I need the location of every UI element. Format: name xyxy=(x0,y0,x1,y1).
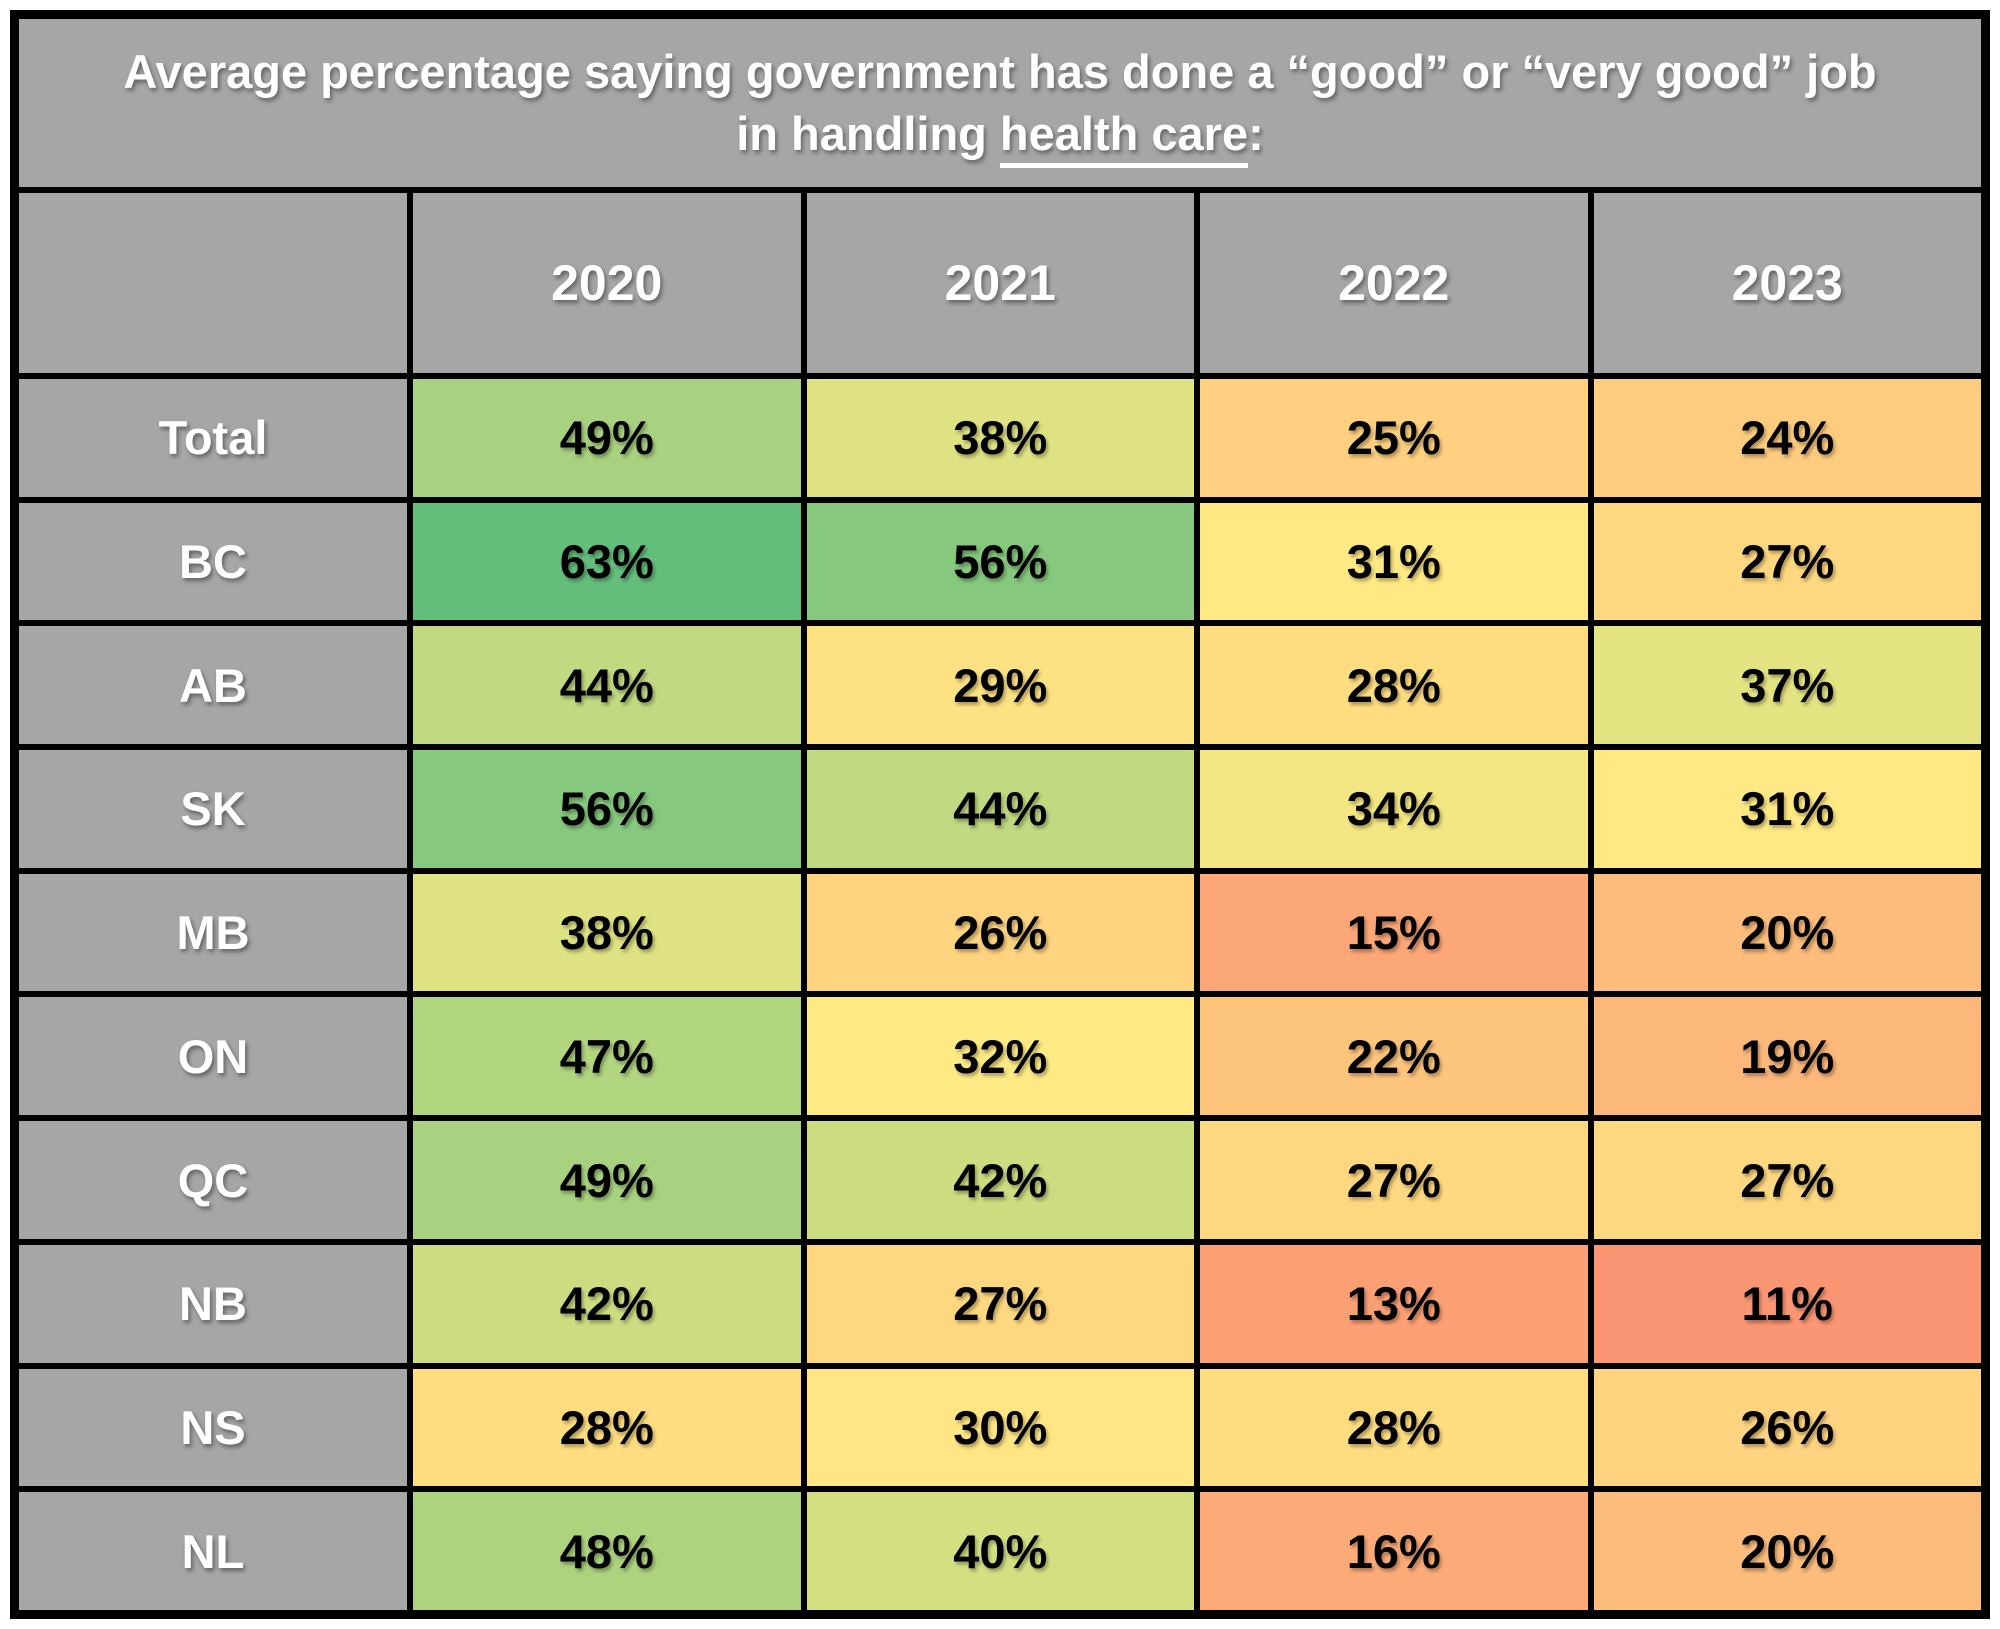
year-header-2023: 2023 xyxy=(1593,193,1981,373)
value-cell-sk-2022: 34% xyxy=(1200,750,1588,868)
value-cell-nl-2020: 48% xyxy=(413,1492,801,1610)
value-cell-ab-2021: 29% xyxy=(806,626,1194,745)
row-label-nb: NB xyxy=(19,1244,407,1363)
value-cell-sk-2021: 44% xyxy=(806,750,1194,868)
value-cell-nl-2022: 16% xyxy=(1200,1492,1588,1610)
table-title-text: Average percentage saying government has… xyxy=(115,41,1885,168)
title-suffix: : xyxy=(1248,107,1264,160)
heatmap-table: Average percentage saying government has… xyxy=(10,10,1990,1619)
value-cell-total-2021: 38% xyxy=(806,379,1194,497)
row-label-ab: AB xyxy=(19,626,407,745)
row-label-on: ON xyxy=(19,997,407,1116)
value-cell-nb-2021: 27% xyxy=(806,1244,1194,1363)
value-cell-nl-2021: 40% xyxy=(806,1492,1194,1610)
year-header-2022: 2022 xyxy=(1200,193,1588,373)
value-cell-mb-2021: 26% xyxy=(806,873,1194,992)
value-cell-qc-2021: 42% xyxy=(806,1121,1194,1239)
table-title: Average percentage saying government has… xyxy=(19,19,1981,187)
value-cell-ns-2022: 28% xyxy=(1200,1368,1588,1487)
value-cell-bc-2021: 56% xyxy=(806,502,1194,621)
value-cell-nb-2023: 11% xyxy=(1593,1244,1981,1363)
value-cell-total-2022: 25% xyxy=(1200,379,1588,497)
value-cell-total-2023: 24% xyxy=(1593,379,1981,497)
row-label-bc: BC xyxy=(19,502,407,621)
value-cell-nl-2023: 20% xyxy=(1593,1492,1981,1610)
value-cell-bc-2020: 63% xyxy=(413,502,801,621)
value-cell-qc-2020: 49% xyxy=(413,1121,801,1239)
value-cell-on-2022: 22% xyxy=(1200,997,1588,1116)
title-underlined-term: health care xyxy=(999,107,1249,168)
value-cell-mb-2022: 15% xyxy=(1200,873,1588,992)
value-cell-ab-2022: 28% xyxy=(1200,626,1588,745)
value-cell-qc-2023: 27% xyxy=(1593,1121,1981,1239)
value-cell-mb-2020: 38% xyxy=(413,873,801,992)
value-cell-sk-2023: 31% xyxy=(1593,750,1981,868)
row-label-total: Total xyxy=(19,379,407,497)
corner-cell xyxy=(19,193,407,373)
value-cell-total-2020: 49% xyxy=(413,379,801,497)
value-cell-bc-2022: 31% xyxy=(1200,502,1588,621)
value-cell-on-2023: 19% xyxy=(1593,997,1981,1116)
row-label-qc: QC xyxy=(19,1121,407,1239)
value-cell-sk-2020: 56% xyxy=(413,750,801,868)
year-header-2020: 2020 xyxy=(413,193,801,373)
value-cell-ab-2023: 37% xyxy=(1593,626,1981,745)
row-label-nl: NL xyxy=(19,1492,407,1610)
value-cell-on-2020: 47% xyxy=(413,997,801,1116)
row-label-mb: MB xyxy=(19,873,407,992)
value-cell-ns-2021: 30% xyxy=(806,1368,1194,1487)
year-header-2021: 2021 xyxy=(806,193,1194,373)
value-cell-nb-2020: 42% xyxy=(413,1244,801,1363)
row-label-sk: SK xyxy=(19,750,407,868)
row-label-ns: NS xyxy=(19,1368,407,1487)
value-cell-qc-2022: 27% xyxy=(1200,1121,1588,1239)
value-cell-mb-2023: 20% xyxy=(1593,873,1981,992)
value-cell-ns-2020: 28% xyxy=(413,1368,801,1487)
value-cell-on-2021: 32% xyxy=(806,997,1194,1116)
value-cell-bc-2023: 27% xyxy=(1593,502,1981,621)
value-cell-ab-2020: 44% xyxy=(413,626,801,745)
title-prefix: Average percentage saying government has… xyxy=(123,44,1877,160)
value-cell-ns-2023: 26% xyxy=(1593,1368,1981,1487)
value-cell-nb-2022: 13% xyxy=(1200,1244,1588,1363)
